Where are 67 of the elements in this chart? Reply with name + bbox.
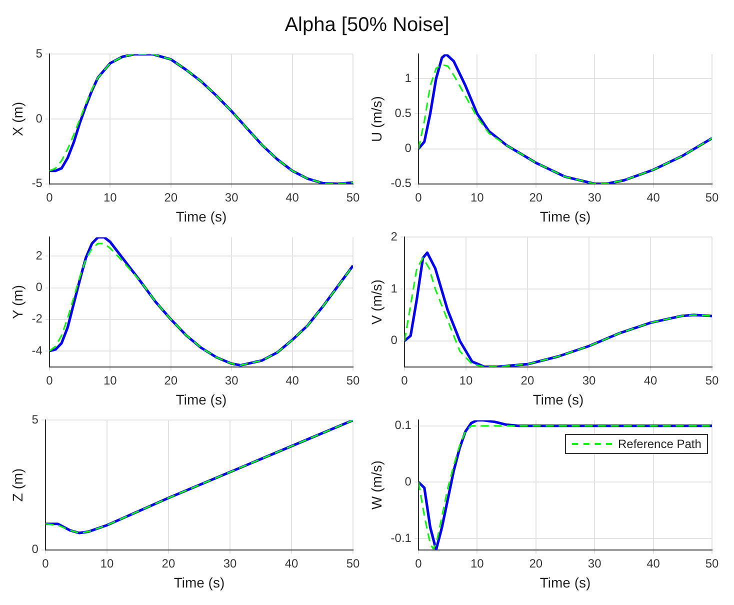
y-axis-title: V (m/s) [368, 279, 384, 325]
x-tick-label: 50 [705, 373, 719, 388]
y-tick-label: 0 [36, 280, 43, 294]
y-tick-label: -2 [32, 312, 43, 326]
y-axis-title: Y (m) [9, 285, 26, 319]
y-tick-label: -5 [32, 176, 43, 190]
x-axis-title: Time (s) [176, 208, 227, 224]
x-tick-label: 40 [646, 190, 660, 204]
x-tick-label: 0 [46, 190, 54, 204]
y-tick-label: -0.5 [390, 176, 412, 190]
x-tick-label: 20 [164, 190, 178, 204]
x-tick-label: 40 [286, 190, 300, 204]
x-tick-label: 10 [103, 373, 118, 388]
x-tick-label: 30 [224, 190, 239, 204]
x-tick-label: 10 [103, 190, 118, 204]
y-tick-label: 5 [32, 412, 39, 427]
y-axis-title: U (m/s) [368, 96, 384, 142]
y-tick-label: -0.1 [390, 530, 412, 545]
x-tick-label: 50 [346, 190, 360, 204]
y-tick-label: 2 [390, 230, 398, 244]
x-tick-label: 40 [646, 556, 660, 570]
y-axis-title: X (m) [9, 102, 26, 136]
x-tick-label: 20 [164, 373, 178, 388]
y-tick-label: 0 [404, 474, 412, 488]
x-tick-label: 50 [705, 190, 719, 204]
y-tick-label: 0.5 [394, 106, 412, 120]
x-tick-label: 30 [223, 556, 237, 570]
x-tick-label: 30 [588, 190, 602, 204]
x-tick-label: 40 [286, 373, 300, 388]
x-tick-label: 0 [415, 556, 422, 570]
x-axis-title: Time (s) [176, 391, 227, 408]
x-tick-label: 50 [705, 556, 719, 570]
x-tick-label: 20 [520, 373, 534, 388]
x-tick-label: 40 [284, 556, 298, 570]
x-tick-label: 0 [46, 373, 54, 388]
x-tick-label: 20 [162, 556, 176, 570]
x-tick-label: 30 [582, 373, 596, 388]
x-tick-label: 50 [346, 373, 360, 388]
y-tick-label: -4 [32, 343, 43, 358]
x-axis-title: Time (s) [540, 574, 591, 590]
x-tick-label: 10 [470, 556, 484, 570]
y-tick-label: 1 [390, 281, 398, 296]
x-tick-label: 20 [529, 556, 543, 570]
x-tick-label: 20 [529, 190, 543, 204]
chart-title: Alpha [50% Noise] [284, 13, 450, 38]
y-axis-title: Z (m) [9, 468, 26, 502]
y-tick-label: 0.1 [394, 418, 412, 432]
x-tick-label: 10 [470, 190, 484, 204]
y-tick-label: 1 [404, 71, 412, 86]
y-tick-label: 0 [32, 542, 39, 556]
x-tick-label: 40 [644, 373, 658, 388]
y-tick-label: 0 [390, 333, 398, 348]
x-axis-title: Time (s) [174, 574, 225, 590]
x-tick-label: 10 [100, 556, 114, 570]
x-tick-label: 30 [224, 373, 239, 388]
y-axis-title: W (m/s) [368, 460, 384, 510]
y-tick-label: 0 [36, 111, 43, 126]
y-tick-label: 5 [36, 46, 43, 61]
x-tick-label: 50 [346, 556, 360, 570]
x-tick-label: 10 [459, 373, 473, 388]
x-tick-label: 30 [588, 556, 602, 570]
y-tick-label: 2 [36, 248, 43, 262]
y-tick-label: 0 [404, 141, 412, 156]
legend-label: Reference Path [618, 437, 702, 452]
x-axis-title: Time (s) [540, 208, 591, 224]
x-axis-title: Time (s) [532, 391, 584, 408]
x-tick-label: 0 [415, 190, 422, 204]
